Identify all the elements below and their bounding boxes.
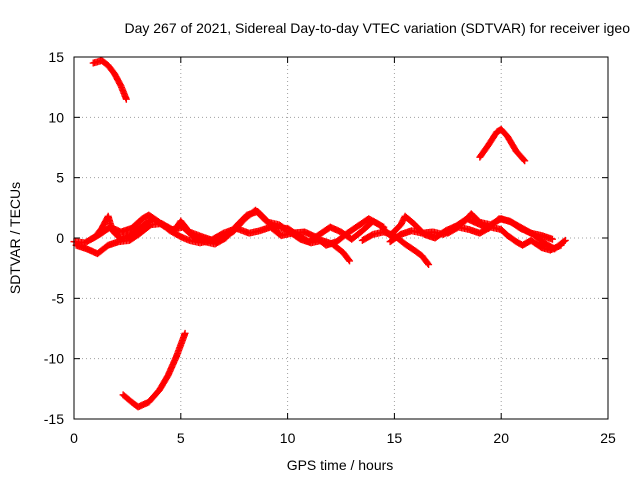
data-point	[425, 261, 433, 269]
chart-title: Day 267 of 2021, Sidereal Day-to-day VTE…	[124, 20, 630, 36]
data-point	[561, 236, 569, 244]
series-arc-top-left	[89, 57, 130, 103]
data-point	[424, 259, 432, 267]
data-point	[181, 329, 189, 337]
y-axis-label: SDTVAR / TECUs	[7, 182, 23, 294]
x-axis-label: GPS time / hours	[287, 457, 394, 473]
data-point	[548, 235, 556, 243]
series-arc-bottom-left	[119, 329, 189, 411]
series-arc-e	[386, 210, 569, 253]
x-tick-label: 15	[387, 430, 403, 446]
x-tick-label: 0	[70, 430, 78, 446]
ticks: 0 5 10 15 20 25 -15 -10 -5 0 5 10 15	[44, 49, 616, 446]
series-arc-f	[444, 223, 565, 254]
y-tick-label: 5	[56, 170, 64, 186]
data-point	[520, 156, 528, 164]
data-point	[557, 241, 565, 249]
y-tick-label: 15	[48, 49, 64, 65]
y-tick-label: -5	[52, 290, 65, 306]
data-point	[521, 157, 529, 165]
data-layer	[70, 57, 569, 411]
data-point	[346, 257, 354, 265]
y-tick-label: 0	[56, 230, 64, 246]
data-point	[345, 256, 353, 264]
y-tick-label: 10	[48, 109, 64, 125]
series-arc-peak-20h	[476, 125, 529, 165]
y-tick-label: -10	[44, 351, 64, 367]
x-tick-label: 20	[493, 430, 509, 446]
grid	[74, 57, 608, 419]
data-point	[560, 237, 568, 245]
data-point	[122, 95, 130, 103]
y-tick-label: -15	[44, 411, 64, 427]
x-tick-label: 25	[600, 430, 616, 446]
x-tick-label: 10	[280, 430, 296, 446]
x-tick-label: 5	[177, 430, 185, 446]
